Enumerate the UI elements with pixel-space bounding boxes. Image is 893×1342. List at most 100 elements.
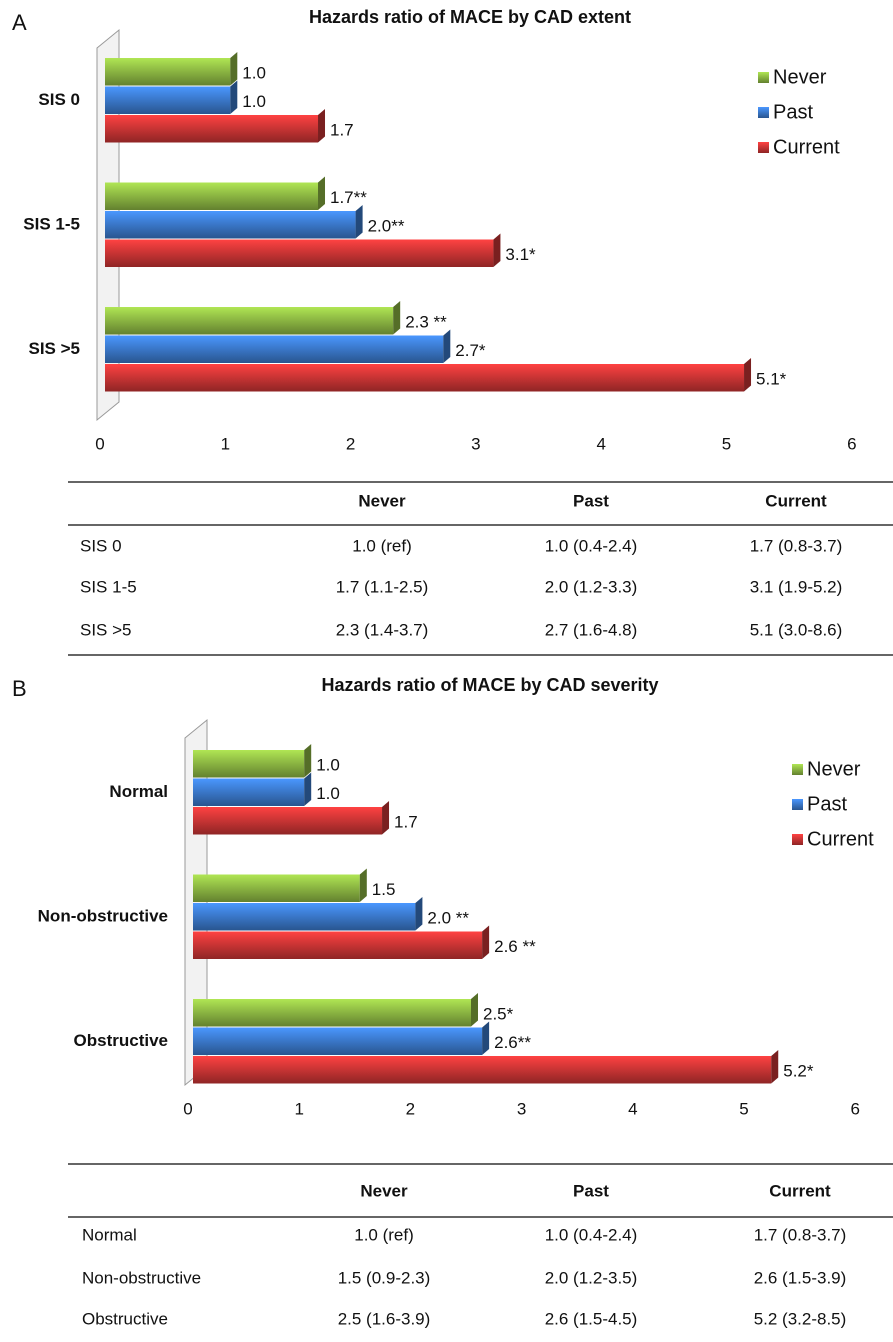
legend-swatch xyxy=(792,799,803,810)
legend-swatch xyxy=(792,764,803,775)
category-label: SIS 1-5 xyxy=(23,215,80,234)
table-header: Past xyxy=(573,1181,609,1200)
x-tick-label: 1 xyxy=(294,1099,303,1118)
x-tick-label: 4 xyxy=(628,1099,637,1118)
bar-cap xyxy=(744,358,752,392)
bar-cap xyxy=(359,868,367,902)
value-label: 2.6 ** xyxy=(494,937,536,956)
table-cell: 2.7 (1.6-4.8) xyxy=(545,620,638,639)
bar-cap xyxy=(318,109,326,143)
table-row-label: Normal xyxy=(82,1225,137,1244)
table-cell: 2.6 (1.5-4.5) xyxy=(545,1309,638,1328)
x-tick-label: 3 xyxy=(471,434,480,453)
value-label: 1.0 xyxy=(316,756,340,775)
bar xyxy=(193,999,471,1027)
table-row-label: SIS 0 xyxy=(80,536,122,555)
value-label: 1.7 xyxy=(394,813,418,832)
table-cell: 1.7 (0.8-3.7) xyxy=(750,536,843,555)
table-row-label: Non-obstructive xyxy=(82,1268,201,1287)
bar xyxy=(105,115,319,143)
bar-cap xyxy=(230,52,238,86)
value-label: 1.5 xyxy=(372,880,396,899)
table-cell: 1.0 (0.4-2.4) xyxy=(545,1225,638,1244)
category-label: Normal xyxy=(109,782,168,801)
table-header: Never xyxy=(360,1181,408,1200)
bar-cap xyxy=(355,205,363,239)
bar-cap xyxy=(393,301,401,335)
bar-cap xyxy=(493,233,501,267)
table-cell: 2.5 (1.6-3.9) xyxy=(338,1309,431,1328)
bar-cap xyxy=(304,744,312,778)
value-label: 5.1* xyxy=(756,370,787,389)
table-cell: 1.5 (0.9-2.3) xyxy=(338,1268,431,1287)
bar xyxy=(193,931,483,959)
table-header: Current xyxy=(769,1181,831,1200)
bar-cap xyxy=(304,772,312,806)
x-tick-label: 6 xyxy=(850,1099,859,1118)
legend-swatch xyxy=(758,142,769,153)
x-tick-label: 2 xyxy=(406,1099,415,1118)
legend-label: Current xyxy=(807,828,874,850)
x-tick-label: 4 xyxy=(596,434,605,453)
table-row-label: SIS 1-5 xyxy=(80,577,137,596)
value-label: 2.0 ** xyxy=(427,909,469,928)
bar xyxy=(193,1056,772,1084)
panel-label: A xyxy=(12,10,27,35)
value-label: 1.0 xyxy=(242,92,266,111)
panel-label: B xyxy=(12,676,27,701)
bar-cap xyxy=(318,176,326,210)
value-label: 2.6** xyxy=(494,1033,531,1052)
chart-title: Hazards ratio of MACE by CAD severity xyxy=(321,675,658,695)
bar xyxy=(105,335,444,363)
bar-cap xyxy=(230,80,238,114)
category-label: SIS >5 xyxy=(28,339,80,358)
x-tick-label: 3 xyxy=(517,1099,526,1118)
bar xyxy=(105,182,319,210)
table-cell: 3.1 (1.9-5.2) xyxy=(750,577,843,596)
table-cell: 2.0 (1.2-3.5) xyxy=(545,1268,638,1287)
table-cell: 1.0 (0.4-2.4) xyxy=(545,536,638,555)
bar-cap xyxy=(482,925,490,959)
bar xyxy=(105,211,356,239)
x-tick-label: 6 xyxy=(847,434,856,453)
value-label: 3.1* xyxy=(505,245,536,264)
value-label: 1.7** xyxy=(330,188,367,207)
legend-label: Never xyxy=(773,66,827,88)
bar-cap xyxy=(471,993,478,1027)
bar xyxy=(193,778,305,806)
bar xyxy=(193,903,416,931)
table-cell: 1.7 (0.8-3.7) xyxy=(754,1225,847,1244)
table-cell: 1.0 (ref) xyxy=(354,1225,414,1244)
bar xyxy=(105,86,231,114)
table-cell: 2.6 (1.5-3.9) xyxy=(754,1268,847,1287)
table-cell: 1.7 (1.1-2.5) xyxy=(336,577,429,596)
value-label: 5.2* xyxy=(783,1062,814,1081)
category-label: SIS 0 xyxy=(38,90,80,109)
bar xyxy=(105,364,745,392)
x-tick-label: 0 xyxy=(95,434,104,453)
table-cell: 2.0 (1.2-3.3) xyxy=(545,577,638,596)
bar xyxy=(193,1027,483,1055)
legend-label: Past xyxy=(773,101,813,123)
x-tick-label: 5 xyxy=(739,1099,748,1118)
x-tick-label: 5 xyxy=(722,434,731,453)
bar xyxy=(105,58,231,86)
value-label: 1.0 xyxy=(316,784,340,803)
chart-title: Hazards ratio of MACE by CAD extent xyxy=(309,7,631,27)
table-header: Current xyxy=(765,491,827,510)
legend-swatch xyxy=(758,72,769,83)
table-cell: 5.2 (3.2-8.5) xyxy=(754,1309,847,1328)
value-label: 1.7 xyxy=(330,121,354,140)
value-label: 2.0** xyxy=(368,217,405,236)
legend-label: Never xyxy=(807,758,861,780)
table-row-label: SIS >5 xyxy=(80,620,132,639)
category-label: Obstructive xyxy=(74,1031,168,1050)
table-cell: 2.3 (1.4-3.7) xyxy=(336,620,429,639)
legend-label: Past xyxy=(807,793,847,815)
bar xyxy=(105,307,394,335)
table-cell: 1.0 (ref) xyxy=(352,536,412,555)
value-label: 2.3 ** xyxy=(405,313,447,332)
x-tick-label: 2 xyxy=(346,434,355,453)
bar-cap xyxy=(415,897,423,931)
legend-swatch xyxy=(792,834,803,845)
